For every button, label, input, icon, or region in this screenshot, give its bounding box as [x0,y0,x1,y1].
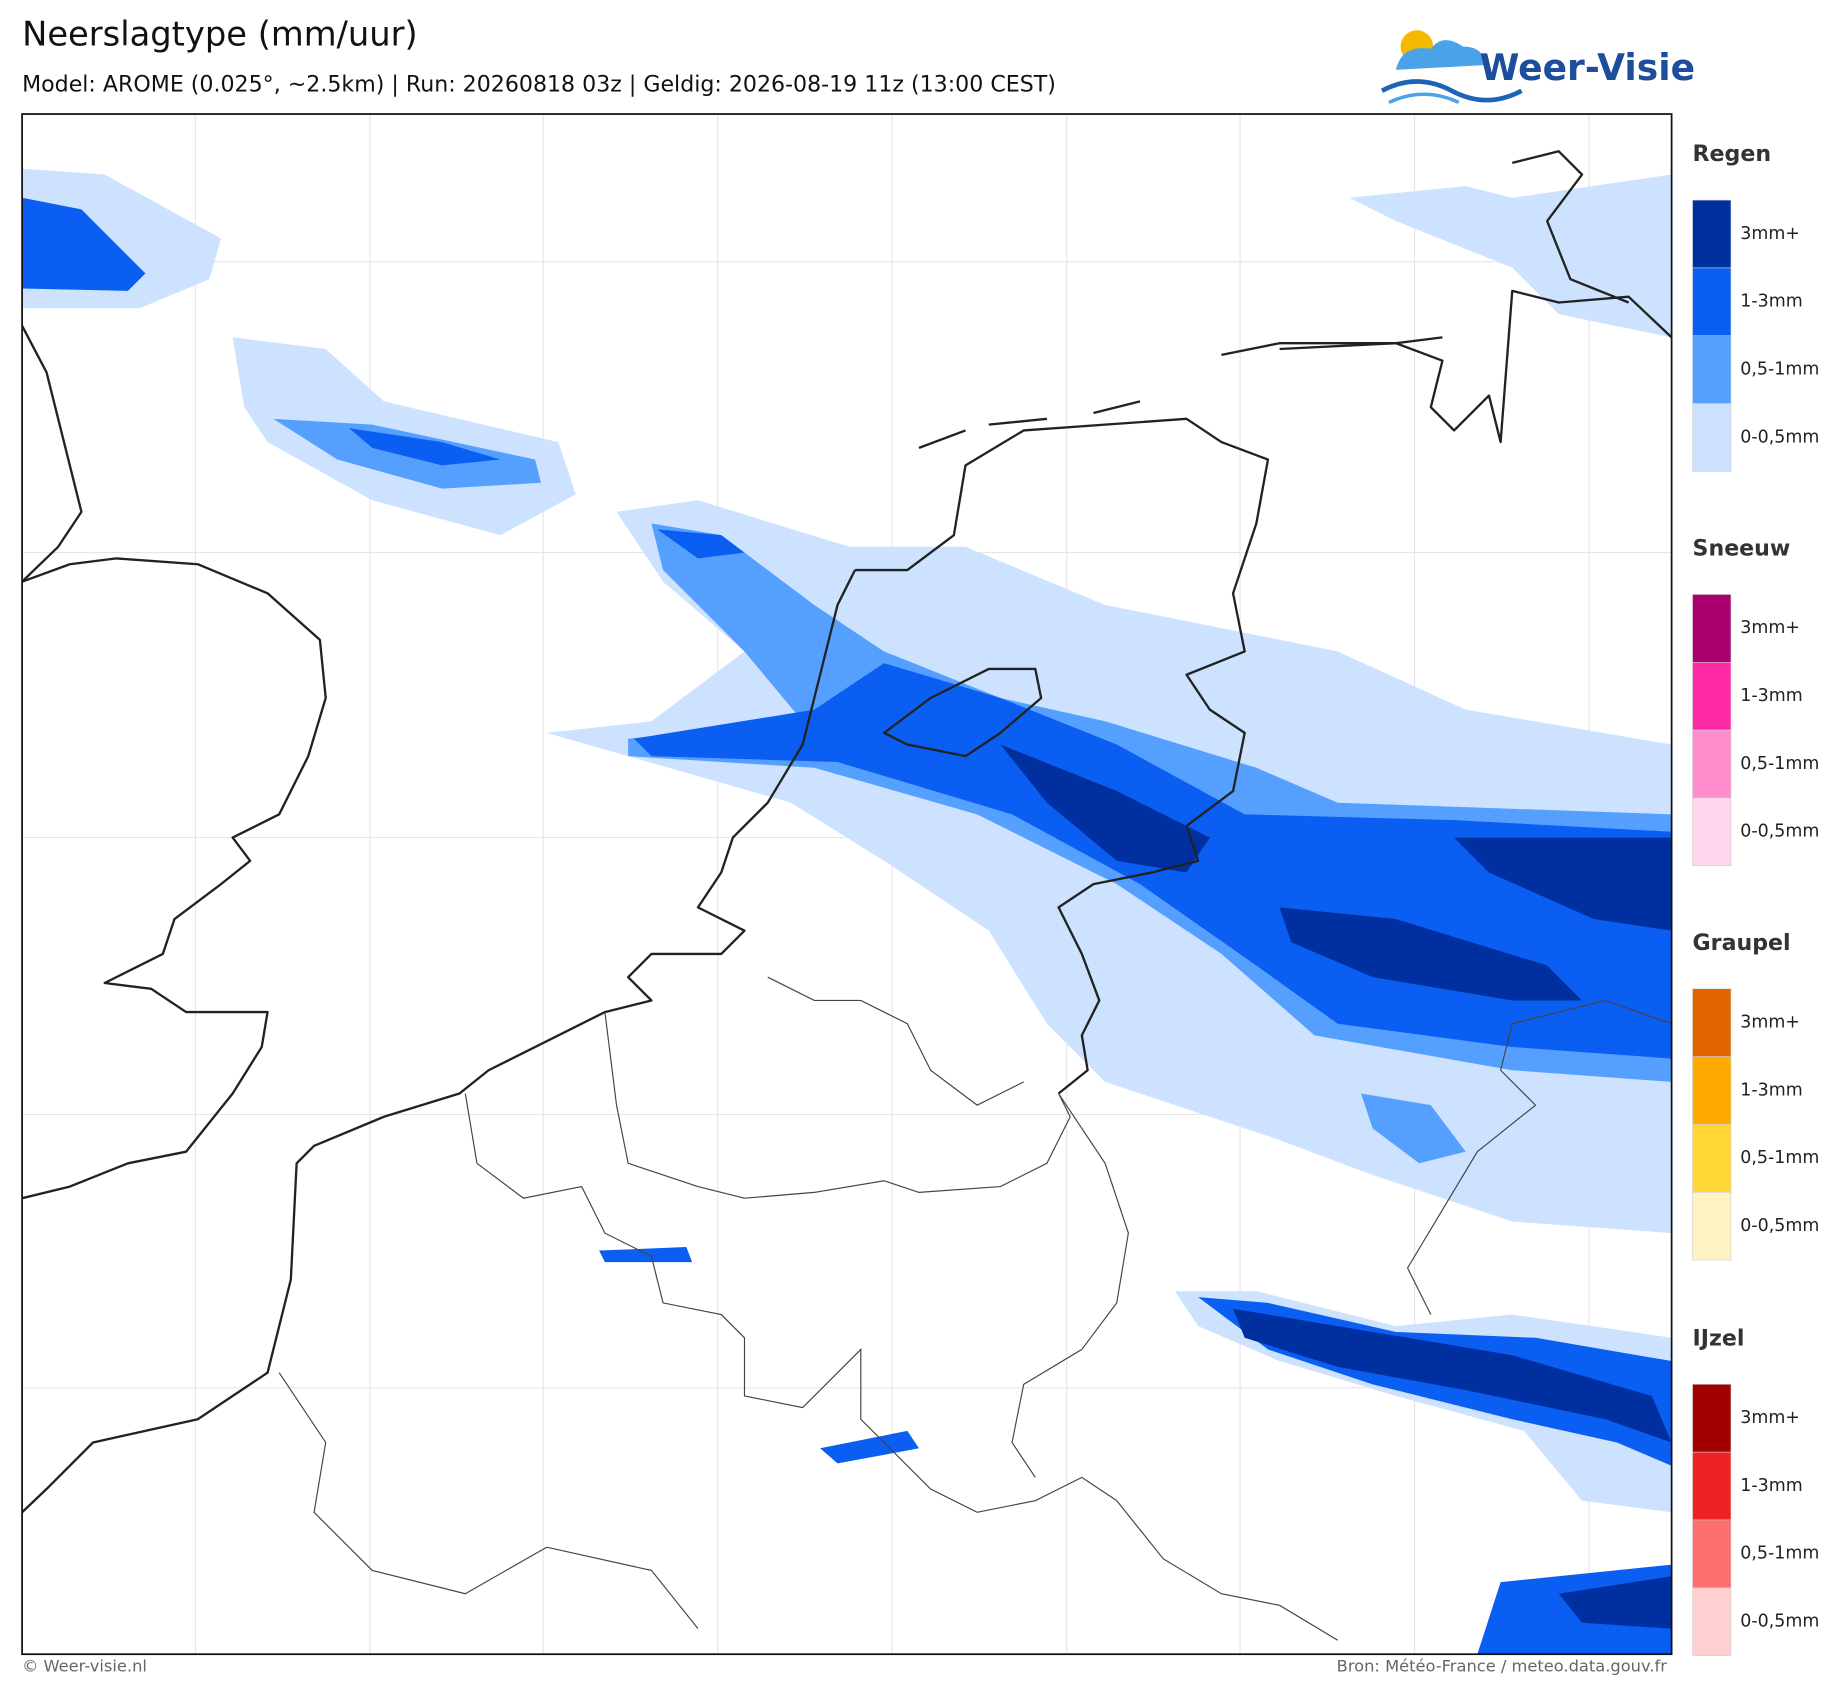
legend-label: 0-0,5mm [1740,1612,1819,1632]
legend-label: 0,5-1mm [1740,359,1819,379]
legend-swatch [1692,1056,1732,1125]
legend-swatch [1692,267,1732,337]
legend-swatch [1692,1451,1732,1521]
legend-title: IJzel [1693,1325,1745,1351]
map [22,114,1672,1655]
footer-left: © Weer-visie.nl [22,1657,147,1676]
legend-label: 0,5-1mm [1740,1148,1819,1168]
legend-swatch [1692,199,1732,269]
logo: Weer-Visie [1380,30,1695,104]
legend-swatch [1692,988,1732,1057]
legend-swatch [1692,1519,1732,1589]
logo-text: Weer-Visie [1480,47,1695,89]
legend-swatch [1692,335,1732,404]
borders [278,976,1672,1641]
legend-label: 0-0,5mm [1740,1216,1819,1236]
legend-swatch [1692,797,1732,867]
legend-swatch [1692,661,1732,731]
legend-swatch [1692,1384,1732,1453]
legend-label: 1-3mm [1740,1080,1802,1100]
legend-swatch [1692,594,1732,663]
legend-title: Sneeuw [1693,536,1791,562]
subtitle: Model: AROME (0.025°, ~2.5km) | Run: 202… [22,71,1056,97]
legend-swatch [1692,1587,1732,1656]
legend-label: 3mm+ [1740,618,1800,638]
legend-label: 0,5-1mm [1740,1544,1819,1564]
legend-title: Regen [1693,141,1772,167]
legend: Regen 3mm+ 1-3mm 0,5-1mm 0-0,5mm Sneeuw 3mm+ 1-… [1692,141,1819,1656]
title: Neerslagtype (mm/uur) [22,15,418,54]
legend-label: 0,5-1mm [1740,754,1819,774]
legend-label: 3mm+ [1740,224,1800,244]
legend-label: 0-0,5mm [1740,427,1819,447]
legend-swatch [1692,1191,1732,1261]
legend-label: 3mm+ [1740,1408,1800,1428]
legend-title: Graupel [1693,930,1791,956]
map-frame [21,113,1673,1656]
legend-label: 0-0,5mm [1740,822,1819,842]
legend-swatch [1692,1124,1732,1193]
legend-label: 3mm+ [1740,1013,1800,1033]
legend-swatch [1692,403,1732,472]
precipitation [22,168,1672,1655]
legend-label: 1-3mm [1740,292,1802,312]
legend-label: 1-3mm [1740,686,1802,706]
coastlines [22,150,1672,1514]
legend-swatch [1692,729,1732,799]
legend-label: 1-3mm [1740,1476,1802,1496]
footer-right: Bron: Météo-France / meteo.data.gouv.fr [1337,1657,1668,1676]
